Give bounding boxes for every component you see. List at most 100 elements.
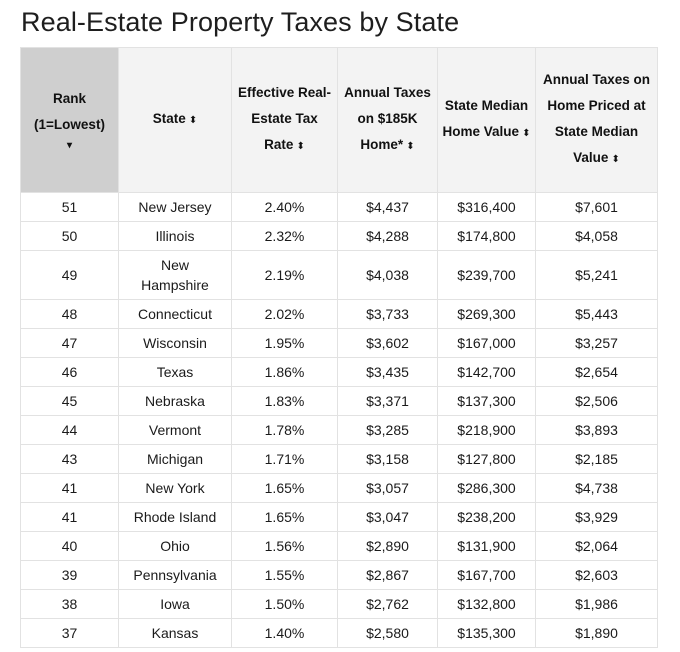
state-cell: Kansas <box>118 618 232 648</box>
table-row: 44 Vermont 1.78% $3,285 $218,900 $3,893 <box>20 415 658 445</box>
annual-taxes-median-cell: $2,064 <box>535 531 658 561</box>
table-row: 50 Illinois 2.32% $4,288 $174,800 $4,058 <box>20 221 658 251</box>
rank-cell: 47 <box>20 328 119 358</box>
rank-cell: 51 <box>20 192 119 222</box>
annual-taxes-185k-cell: $2,580 <box>337 618 438 648</box>
column-header-annual-taxes-185k[interactable]: Annual Taxes on $185K Home* ⬍ <box>337 47 438 193</box>
column-header-state[interactable]: State ⬍ <box>118 47 232 193</box>
annual-taxes-median-cell: $2,603 <box>535 560 658 590</box>
annual-taxes-185k-cell: $3,602 <box>337 328 438 358</box>
tax-rate-cell: 1.65% <box>231 502 338 532</box>
annual-taxes-median-cell: $1,986 <box>535 589 658 619</box>
annual-taxes-185k-cell: $3,047 <box>337 502 438 532</box>
state-cell: Connecticut <box>118 299 232 329</box>
column-header-median-home-value[interactable]: State Median Home Value ⬍ <box>437 47 536 193</box>
sort-icon: ⬍ <box>406 141 415 152</box>
state-cell: Nebraska <box>118 386 232 416</box>
column-header-tax-rate[interactable]: Effective Real-Estate Tax Rate ⬍ <box>231 47 338 193</box>
tax-rate-cell: 1.95% <box>231 328 338 358</box>
rank-cell: 50 <box>20 221 119 251</box>
tax-rate-cell: 1.65% <box>231 473 338 503</box>
property-tax-table: Rank (1=Lowest) ▾ State ⬍ Effective Real-… <box>20 47 658 648</box>
column-header-annual-taxes-median[interactable]: Annual Taxes on Home Priced at State Med… <box>535 47 658 193</box>
annual-taxes-median-cell: $3,893 <box>535 415 658 445</box>
tax-rate-cell: 1.86% <box>231 357 338 387</box>
annual-taxes-185k-cell: $3,435 <box>337 357 438 387</box>
sort-icon: ⬍ <box>296 141 305 152</box>
annual-taxes-185k-cell: $2,890 <box>337 531 438 561</box>
tax-rate-cell: 2.40% <box>231 192 338 222</box>
rank-cell: 41 <box>20 502 119 532</box>
tax-rate-cell: 1.83% <box>231 386 338 416</box>
state-cell: Michigan <box>118 444 232 474</box>
median-home-value-cell: $137,300 <box>437 386 536 416</box>
sort-descending-icon: ▾ <box>66 140 73 151</box>
median-home-value-cell: $269,300 <box>437 299 536 329</box>
median-home-value-cell: $238,200 <box>437 502 536 532</box>
table-row: 47 Wisconsin 1.95% $3,602 $167,000 $3,257 <box>20 328 658 358</box>
median-home-value-cell: $167,700 <box>437 560 536 590</box>
table-row: 40 Ohio 1.56% $2,890 $131,900 $2,064 <box>20 531 658 561</box>
tax-rate-cell: 1.71% <box>231 444 338 474</box>
tax-rate-cell: 1.50% <box>231 589 338 619</box>
column-header-rank[interactable]: Rank (1=Lowest) ▾ <box>20 47 119 193</box>
column-header-label: Annual Taxes on $185K Home* <box>344 85 431 152</box>
column-header-label: State <box>152 111 186 126</box>
tax-rate-cell: 2.32% <box>231 221 338 251</box>
annual-taxes-median-cell: $1,890 <box>535 618 658 648</box>
rank-cell: 49 <box>20 250 119 300</box>
state-cell: Illinois <box>118 221 232 251</box>
state-cell: Pennsylvania <box>118 560 232 590</box>
median-home-value-cell: $286,300 <box>437 473 536 503</box>
annual-taxes-median-cell: $2,654 <box>535 357 658 387</box>
state-cell: New York <box>118 473 232 503</box>
sort-icon: ⬍ <box>522 128 531 139</box>
table-row: 49 New Hampshire 2.19% $4,038 $239,700 $5,241 <box>20 250 658 300</box>
median-home-value-cell: $174,800 <box>437 221 536 251</box>
annual-taxes-185k-cell: $4,437 <box>337 192 438 222</box>
annual-taxes-185k-cell: $3,371 <box>337 386 438 416</box>
annual-taxes-185k-cell: $3,733 <box>337 299 438 329</box>
state-cell: New Hampshire <box>118 250 232 300</box>
annual-taxes-185k-cell: $3,158 <box>337 444 438 474</box>
rank-cell: 44 <box>20 415 119 445</box>
table-body: 51 New Jersey 2.40% $4,437 $316,400 $7,601 50 I… <box>20 192 658 648</box>
tax-rate-cell: 1.78% <box>231 415 338 445</box>
median-home-value-cell: $239,700 <box>437 250 536 300</box>
annual-taxes-median-cell: $4,058 <box>535 221 658 251</box>
rank-cell: 46 <box>20 357 119 387</box>
page-title: Real-Estate Property Taxes by State <box>21 7 460 37</box>
table-row: 38 Iowa 1.50% $2,762 $132,800 $1,986 <box>20 589 658 619</box>
column-header-label: Effective Real-Estate Tax Rate <box>237 85 332 152</box>
annual-taxes-median-cell: $2,185 <box>535 444 658 474</box>
header-row: Rank (1=Lowest) ▾ State ⬍ Effective Real-… <box>20 47 658 193</box>
annual-taxes-185k-cell: $4,288 <box>337 221 438 251</box>
state-cell: Rhode Island <box>118 502 232 532</box>
tax-rate-cell: 1.40% <box>231 618 338 648</box>
state-cell: Vermont <box>118 415 232 445</box>
annual-taxes-185k-cell: $4,038 <box>337 250 438 300</box>
annual-taxes-median-cell: $5,241 <box>535 250 658 300</box>
table-row: 43 Michigan 1.71% $3,158 $127,800 $2,185 <box>20 444 658 474</box>
median-home-value-cell: $132,800 <box>437 589 536 619</box>
tax-rate-cell: 2.02% <box>231 299 338 329</box>
table-row: 48 Connecticut 2.02% $3,733 $269,300 $5,443 <box>20 299 658 329</box>
table-row: 51 New Jersey 2.40% $4,437 $316,400 $7,601 <box>20 192 658 222</box>
rank-cell: 37 <box>20 618 119 648</box>
state-cell: Iowa <box>118 589 232 619</box>
column-header-label: Annual Taxes on Home Priced at State Med… <box>542 72 651 165</box>
median-home-value-cell: $218,900 <box>437 415 536 445</box>
annual-taxes-185k-cell: $3,285 <box>337 415 438 445</box>
column-header-label: State Median Home Value <box>442 98 529 139</box>
sort-icon: ⬍ <box>188 115 198 126</box>
annual-taxes-median-cell: $3,257 <box>535 328 658 358</box>
annual-taxes-median-cell: $2,506 <box>535 386 658 416</box>
state-cell: Texas <box>118 357 232 387</box>
tax-rate-cell: 1.55% <box>231 560 338 590</box>
state-cell: Ohio <box>118 531 232 561</box>
rank-cell: 38 <box>20 589 119 619</box>
tax-rate-cell: 1.56% <box>231 531 338 561</box>
rank-cell: 45 <box>20 386 119 416</box>
table-row: 41 Rhode Island 1.65% $3,047 $238,200 $3,929 <box>20 502 658 532</box>
annual-taxes-median-cell: $7,601 <box>535 192 658 222</box>
